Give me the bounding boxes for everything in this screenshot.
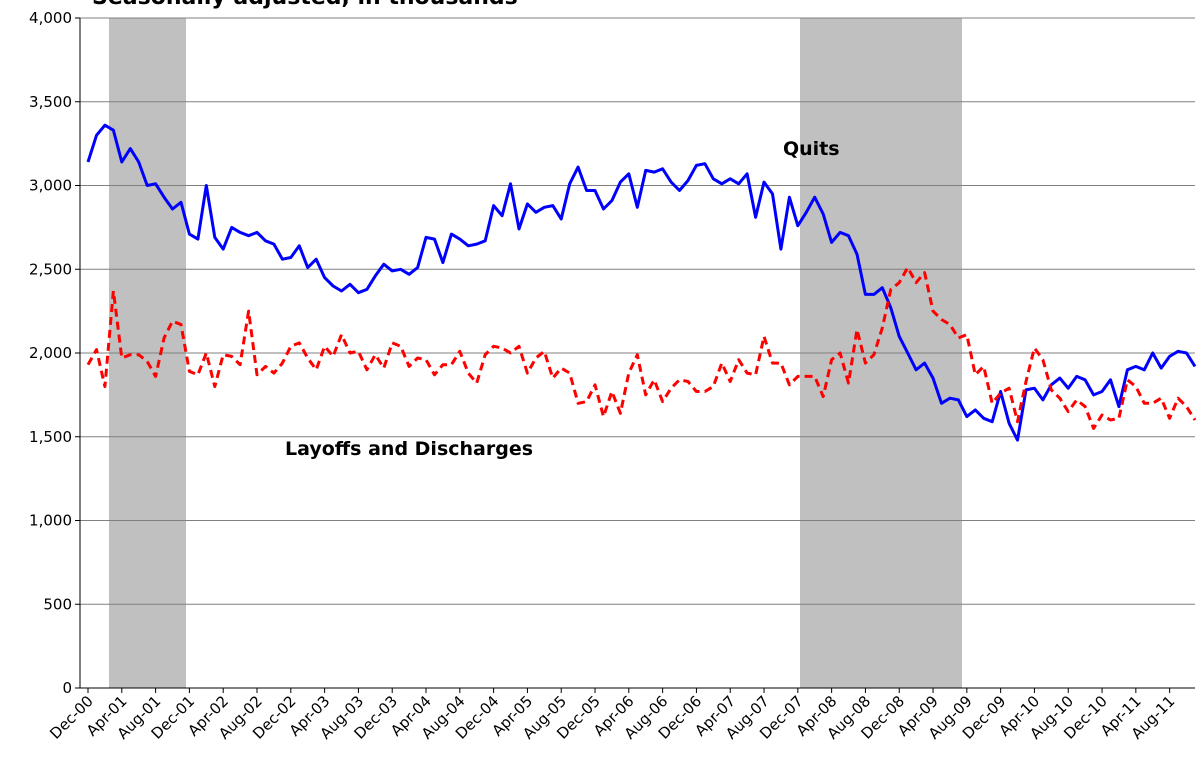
- y-tick-label: 1,500: [29, 428, 72, 446]
- y-tick-label: 1,000: [29, 512, 72, 530]
- y-tick-label: 3,000: [29, 177, 72, 195]
- y-tick-label: 2,500: [29, 260, 72, 278]
- y-tick-label: 4,000: [29, 9, 72, 27]
- x-tick-label: Dec-00: [46, 692, 97, 743]
- y-tick-label: 0: [62, 679, 72, 697]
- y-tick-label: 2,000: [29, 344, 72, 362]
- annotation: Layoffs and Discharges: [285, 438, 533, 460]
- y-tick-label: 500: [43, 595, 72, 613]
- series-line: [86, 266, 1197, 430]
- annotation: Quits: [783, 138, 840, 160]
- y-tick-label: 3,500: [29, 93, 72, 111]
- chart-title: Seasonally adjusted, in thousands: [92, 0, 518, 10]
- series-line: [86, 123, 1197, 442]
